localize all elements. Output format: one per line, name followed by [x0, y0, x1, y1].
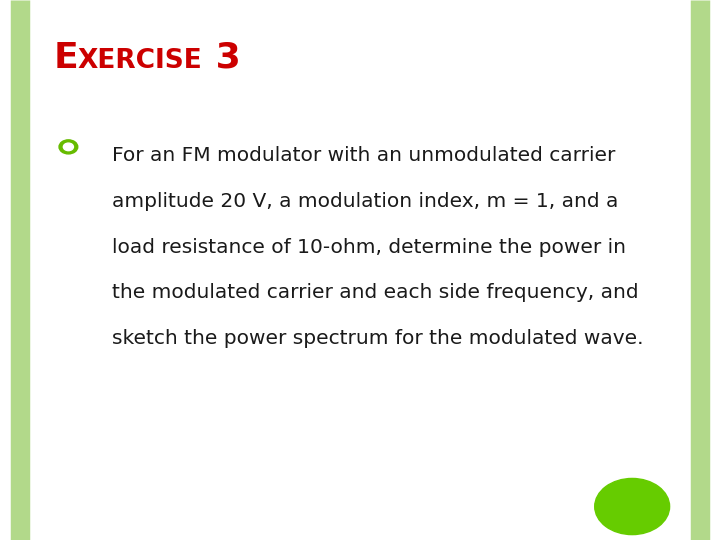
Text: For an FM modulator with an unmodulated carrier: For an FM modulator with an unmodulated …	[112, 146, 615, 165]
Circle shape	[595, 478, 670, 535]
Text: E: E	[54, 40, 78, 75]
Text: sketch the power spectrum for the modulated wave.: sketch the power spectrum for the modula…	[112, 329, 643, 348]
Circle shape	[59, 140, 78, 154]
Text: load resistance of 10-ohm, determine the power in: load resistance of 10-ohm, determine the…	[112, 238, 626, 256]
Text: amplitude 20 V, a modulation index, m = 1, and a: amplitude 20 V, a modulation index, m = …	[112, 192, 618, 211]
Circle shape	[63, 143, 73, 151]
Text: XERCISE: XERCISE	[77, 48, 202, 73]
Text: the modulated carrier and each side frequency, and: the modulated carrier and each side freq…	[112, 284, 638, 302]
Text: 3: 3	[203, 40, 240, 75]
